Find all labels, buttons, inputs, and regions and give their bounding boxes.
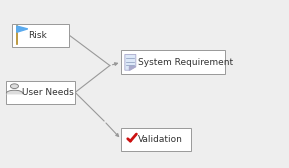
FancyBboxPatch shape: [121, 128, 191, 151]
Text: Validation: Validation: [138, 135, 183, 144]
Polygon shape: [17, 26, 28, 32]
FancyBboxPatch shape: [121, 50, 225, 74]
FancyBboxPatch shape: [12, 24, 69, 47]
Circle shape: [10, 84, 18, 89]
Text: Risk: Risk: [28, 31, 47, 40]
FancyBboxPatch shape: [6, 81, 75, 104]
Text: User Needs: User Needs: [22, 88, 74, 97]
Text: System Requirement: System Requirement: [138, 58, 233, 67]
Polygon shape: [129, 67, 136, 70]
Polygon shape: [125, 54, 136, 70]
